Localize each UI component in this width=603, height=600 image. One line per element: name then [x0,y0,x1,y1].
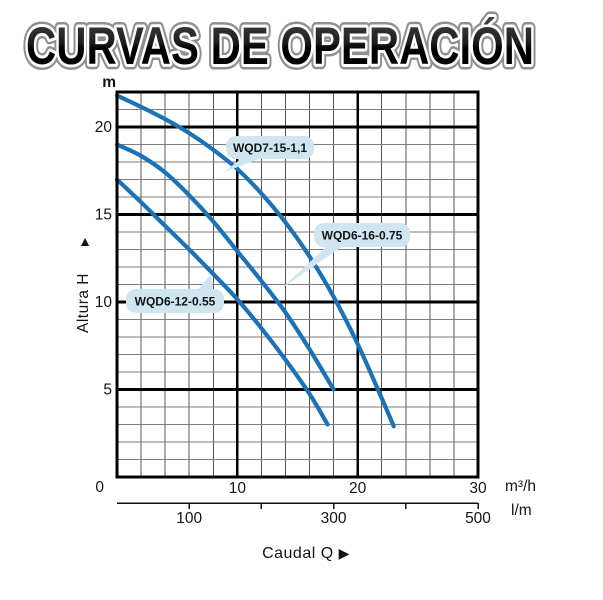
plot-border [115,90,480,479]
curve-label-bubble [314,223,410,247]
secondary-axis [117,502,479,509]
tick-label: 30 [469,480,487,497]
tick-label: 100 [176,510,202,527]
grid-minor [117,92,478,477]
x-axis-unit-secondary: l/m [511,502,532,519]
tick-label: 5 [103,382,112,399]
page-title-text: CURVAS DE OPERACIÓN [26,16,534,76]
curve-label-bubble [126,289,224,313]
tick-label: 0 [95,479,104,496]
curve-label-text: WQD6-12-0.55 [135,295,216,309]
curve-0 [114,93,396,429]
axis-ticks: 5 10 15 20 0 10 20 30 100 300 500 [95,119,492,527]
tick-label: 20 [349,480,367,497]
curve-label-bubble [226,136,314,159]
curve-label-tail [224,158,262,172]
tick-label: 20 [95,119,113,136]
tick-label: 300 [321,510,347,527]
y-axis-label: Altura H [75,273,92,333]
x-axis-unit-primary: m³/h [505,478,536,495]
tick-label: 10 [229,480,247,497]
page-title-graphic: CURVAS DE OPERACIÓN CURVAS DE OPERACIÓN [21,11,540,82]
tick-label: 15 [95,207,112,224]
curve-labels: WQD7-15-1,1 WQD6-16-0.75 WQD6-12-0.55 [126,136,410,313]
tick-label: 10 [95,294,113,311]
tick-label: 500 [465,510,491,527]
y-axis-unit: m [102,74,116,91]
curve-1 [114,142,336,392]
curve-label-tail [281,246,343,289]
up-arrow-icon: ▲ [78,233,92,249]
pump-curves [114,93,396,429]
page-title-halo: CURVAS DE OPERACIÓN [26,16,534,76]
curve-label-text: WQD7-15-1,1 [233,141,307,155]
curve-2 [114,177,330,427]
x-axis-label: Caudal Q ▶ [216,545,396,563]
page-title: CURVAS DE OPERACIÓN CURVAS DE OPERACIÓN [21,10,582,82]
curve-label-tail [197,274,213,291]
curve-label-text: WQD6-16-0.75 [322,229,403,243]
right-arrow-icon: ▶ [338,545,350,561]
x-axis-label-text: Caudal Q [262,545,334,562]
